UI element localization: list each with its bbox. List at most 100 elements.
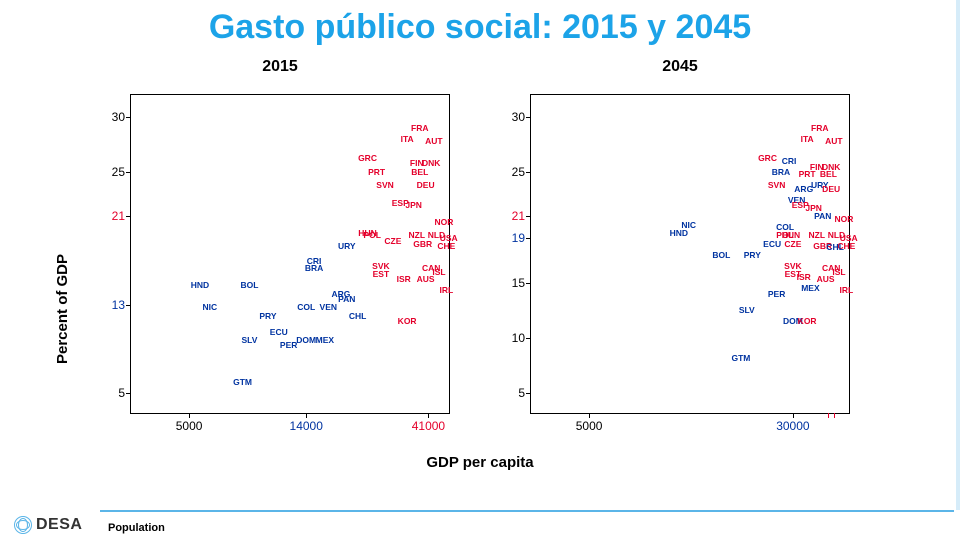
data-point-col: COL (297, 303, 315, 312)
data-point-bel: BEL (820, 170, 837, 179)
data-point-ury: URY (338, 242, 356, 251)
data-point-cze: CZE (784, 240, 801, 249)
xtick-label: 14000 (290, 413, 323, 433)
data-point-pan: PAN (338, 295, 355, 304)
edge-accent (956, 0, 960, 510)
data-point-cze: CZE (384, 236, 401, 245)
ytick-label: 10 (512, 331, 531, 345)
data-point-hnd: HND (191, 281, 209, 290)
chart-area: Percent of GDP GDP per capita 2015 51321… (100, 84, 860, 484)
data-point-nor: NOR (835, 214, 854, 223)
desa-logo: DESA (14, 514, 82, 536)
data-point-est: EST (373, 270, 390, 279)
xtick-label: 5000 (576, 413, 603, 433)
data-point-bra: BRA (772, 168, 790, 177)
data-point-grc: GRC (358, 154, 377, 163)
data-point-gtm: GTM (731, 353, 750, 362)
xtick-mark (828, 413, 829, 418)
ytick-label: 30 (112, 110, 131, 124)
data-point-aut: AUT (425, 137, 442, 146)
data-point-pan: PAN (814, 212, 831, 221)
data-point-ita: ITA (401, 135, 414, 144)
data-point-mex: MEX (801, 284, 819, 293)
data-point-pol: POL (363, 231, 380, 240)
data-point-pry: PRY (259, 311, 276, 320)
data-point-prt: PRT (799, 170, 816, 179)
ytick-label: 15 (512, 276, 531, 290)
data-point-aut: AUT (825, 137, 842, 146)
ytick-label: 25 (512, 165, 531, 179)
data-point-isr: ISR (797, 273, 811, 282)
data-point-irl: IRL (439, 286, 453, 295)
slide: Gasto público social: 2015 y 2045 Percen… (0, 0, 960, 540)
ytick-label: 25 (112, 165, 131, 179)
data-point-deu: DEU (417, 181, 435, 190)
data-point-gbr: GBR (413, 240, 432, 249)
xtick-label: 30000 (776, 413, 809, 433)
data-point-irl: IRL (839, 286, 853, 295)
data-point-pry: PRY (744, 251, 761, 260)
footer-rule (100, 510, 954, 512)
slide-title: Gasto público social: 2015 y 2045 (0, 8, 960, 47)
data-point-ecu: ECU (270, 328, 288, 337)
x-axis-label: GDP per capita (100, 454, 860, 471)
data-point-aus: AUS (817, 275, 835, 284)
data-point-cri: CRI (782, 157, 797, 166)
data-point-isr: ISR (397, 275, 411, 284)
panel-title-2045: 2045 (500, 58, 860, 76)
panel-2015: 2015 51321253050001400041000FRAITAAUTGRC… (100, 84, 460, 444)
data-point-chl: CHL (349, 311, 366, 320)
data-point-ven: VEN (320, 303, 337, 312)
data-point-nic: NIC (203, 303, 218, 312)
y-axis-label: Percent of GDP (54, 254, 71, 364)
ytick-label: 13 (112, 298, 131, 312)
plot-box-2015: 51321253050001400041000FRAITAAUTGRCFINDN… (130, 94, 450, 414)
data-point-aus: AUS (417, 275, 435, 284)
data-point-che: CHE (437, 242, 455, 251)
ytick-label: 30 (512, 110, 531, 124)
data-point-svn: SVN (768, 181, 785, 190)
data-point-per: PER (768, 289, 785, 298)
un-emblem-icon (14, 516, 32, 534)
data-point-per: PER (280, 341, 297, 350)
data-point-arg: ARG (794, 185, 813, 194)
desa-text: DESA (36, 516, 82, 534)
ytick-label: 21 (512, 209, 531, 223)
data-point-bel: BEL (411, 168, 428, 177)
data-point-chl: CHL (826, 243, 843, 252)
footer-label: Population (108, 522, 165, 534)
xtick-label: 41000 (412, 413, 445, 433)
data-point-kor: KOR (398, 317, 417, 326)
data-point-ita: ITA (801, 135, 814, 144)
data-point-mex: MEX (316, 336, 334, 345)
data-point-nzl: NZL (808, 231, 825, 240)
ytick-label: 5 (118, 386, 131, 400)
xtick-mark (834, 413, 835, 418)
panel-title-2015: 2015 (100, 58, 460, 76)
data-point-dom: DOM (296, 336, 316, 345)
ytick-label: 21 (112, 209, 131, 223)
data-point-slv: SLV (242, 336, 258, 345)
data-point-jpn: JPN (405, 201, 422, 210)
ytick-label: 5 (518, 386, 531, 400)
data-point-bol: BOL (712, 251, 730, 260)
data-point-bra: BRA (305, 264, 323, 273)
data-point-fra: FRA (811, 124, 828, 133)
data-point-prt: PRT (368, 168, 385, 177)
plot-box-2045: 5101519212530500030000FRAITAAUTGRCCRIFIN… (530, 94, 850, 414)
panel-2045: 2045 5101519212530500030000FRAITAAUTGRCC… (500, 84, 860, 444)
data-point-ecu: ECU (763, 240, 781, 249)
data-point-fra: FRA (411, 124, 428, 133)
data-point-grc: GRC (758, 154, 777, 163)
ytick-label: 19 (512, 231, 531, 245)
data-point-hnd: HND (670, 229, 688, 238)
data-point-deu: DEU (822, 185, 840, 194)
data-point-gtm: GTM (233, 378, 252, 387)
footer: DESA Population (0, 510, 960, 540)
data-point-kor: KOR (798, 317, 817, 326)
data-point-svn: SVN (376, 181, 393, 190)
data-point-slv: SLV (739, 306, 755, 315)
data-point-nor: NOR (435, 218, 454, 227)
data-point-bol: BOL (240, 281, 258, 290)
xtick-label: 5000 (176, 413, 203, 433)
